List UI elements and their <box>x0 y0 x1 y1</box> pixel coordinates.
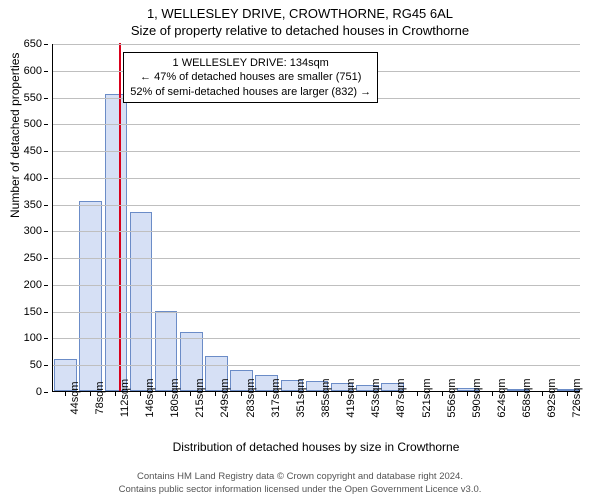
y-axis-ticks: 050100150200250300350400450500550600650 <box>0 44 48 392</box>
annotation-line-1: 1 WELLESLEY DRIVE: 134sqm <box>130 56 371 70</box>
x-tick-mark <box>115 392 116 396</box>
x-tick-label: 146sqm <box>144 378 156 417</box>
y-tick-mark <box>44 365 48 366</box>
y-tick-label: 0 <box>36 386 42 398</box>
x-tick-label: 215sqm <box>194 378 206 417</box>
x-tick-mark <box>417 392 418 396</box>
y-tick-mark <box>44 392 48 393</box>
annotation-box: 1 WELLESLEY DRIVE: 134sqm← 47% of detach… <box>123 52 378 103</box>
y-tick-label: 200 <box>24 279 42 291</box>
y-tick-mark <box>44 338 48 339</box>
x-tick-label: 487sqm <box>395 378 407 417</box>
grid-line <box>53 365 580 366</box>
y-tick-mark <box>44 312 48 313</box>
x-tick-label: 419sqm <box>345 378 357 417</box>
y-tick-label: 550 <box>24 92 42 104</box>
y-tick-mark <box>44 231 48 232</box>
y-tick-label: 250 <box>24 252 42 264</box>
x-tick-label: 180sqm <box>169 378 181 417</box>
bar <box>79 201 102 391</box>
x-tick-mark <box>65 392 66 396</box>
footer-attribution: Contains HM Land Registry data © Crown c… <box>0 471 600 496</box>
y-tick-mark <box>44 151 48 152</box>
y-tick-label: 150 <box>24 306 42 318</box>
x-tick-label: 521sqm <box>421 378 433 417</box>
x-tick-mark <box>190 392 191 396</box>
y-tick-label: 50 <box>30 359 42 371</box>
x-axis-ticks: 44sqm78sqm112sqm146sqm180sqm215sqm249sqm… <box>52 392 580 442</box>
x-tick-mark <box>517 392 518 396</box>
x-tick-mark <box>90 392 91 396</box>
x-tick-mark <box>341 392 342 396</box>
y-tick-mark <box>44 178 48 179</box>
x-tick-mark <box>467 392 468 396</box>
grid-line <box>53 44 580 45</box>
y-tick-label: 100 <box>24 332 42 344</box>
x-tick-mark <box>241 392 242 396</box>
x-tick-label: 556sqm <box>446 378 458 417</box>
x-tick-label: 78sqm <box>94 381 106 414</box>
x-tick-label: 624sqm <box>496 378 508 417</box>
x-tick-label: 590sqm <box>471 378 483 417</box>
x-tick-mark <box>542 392 543 396</box>
y-tick-label: 400 <box>24 172 42 184</box>
y-tick-mark <box>44 205 48 206</box>
grid-line <box>53 124 580 125</box>
x-tick-label: 658sqm <box>521 378 533 417</box>
x-tick-label: 112sqm <box>119 379 131 417</box>
x-tick-label: 692sqm <box>546 378 558 417</box>
grid-line <box>53 338 580 339</box>
annotation-line-3: 52% of semi-detached houses are larger (… <box>130 85 371 99</box>
y-tick-label: 500 <box>24 118 42 130</box>
x-tick-label: 726sqm <box>571 378 583 417</box>
x-tick-mark <box>316 392 317 396</box>
x-tick-mark <box>215 392 216 396</box>
x-tick-mark <box>567 392 568 396</box>
x-tick-label: 249sqm <box>219 378 231 417</box>
y-tick-label: 300 <box>24 225 42 237</box>
y-tick-label: 650 <box>24 38 42 50</box>
x-tick-mark <box>366 392 367 396</box>
grid-line <box>53 231 580 232</box>
annotation-line-2: ← 47% of detached houses are smaller (75… <box>130 70 371 84</box>
y-tick-mark <box>44 124 48 125</box>
y-tick-label: 350 <box>24 199 42 211</box>
x-tick-mark <box>140 392 141 396</box>
y-tick-mark <box>44 258 48 259</box>
chart-container: 1, WELLESLEY DRIVE, CROWTHORNE, RG45 6AL… <box>0 0 600 500</box>
bar <box>105 94 128 391</box>
footer-line-1: Contains HM Land Registry data © Crown c… <box>0 471 600 483</box>
grid-line <box>53 258 580 259</box>
x-tick-label: 44sqm <box>69 381 81 414</box>
x-tick-mark <box>291 392 292 396</box>
x-tick-label: 351sqm <box>295 378 307 417</box>
x-tick-mark <box>266 392 267 396</box>
y-tick-mark <box>44 71 48 72</box>
x-tick-mark <box>165 392 166 396</box>
grid-line <box>53 312 580 313</box>
y-tick-mark <box>44 44 48 45</box>
y-tick-mark <box>44 98 48 99</box>
y-tick-label: 600 <box>24 65 42 77</box>
x-tick-mark <box>492 392 493 396</box>
footer-line-2: Contains public sector information licen… <box>0 484 600 496</box>
chart-subtitle: Size of property relative to detached ho… <box>0 23 600 42</box>
x-tick-label: 385sqm <box>320 378 332 417</box>
x-tick-label: 453sqm <box>370 378 382 417</box>
x-tick-label: 283sqm <box>245 378 257 417</box>
y-tick-mark <box>44 285 48 286</box>
chart-title: 1, WELLESLEY DRIVE, CROWTHORNE, RG45 6AL <box>0 0 600 23</box>
grid-line <box>53 178 580 179</box>
bar <box>130 212 153 391</box>
grid-line <box>53 285 580 286</box>
x-tick-mark <box>442 392 443 396</box>
x-axis-label: Distribution of detached houses by size … <box>52 440 580 454</box>
grid-line <box>53 205 580 206</box>
x-tick-mark <box>391 392 392 396</box>
y-tick-label: 450 <box>24 145 42 157</box>
grid-line <box>53 151 580 152</box>
chart-plot-area: 1 WELLESLEY DRIVE: 134sqm← 47% of detach… <box>52 44 580 392</box>
x-tick-label: 317sqm <box>270 378 282 417</box>
